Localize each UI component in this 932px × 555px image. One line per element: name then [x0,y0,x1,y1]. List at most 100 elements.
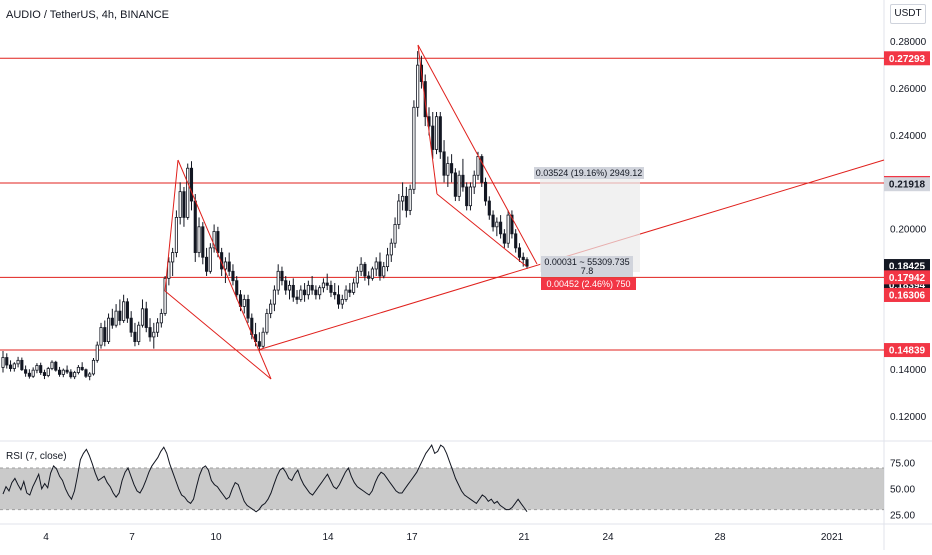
candle-body [61,369,65,375]
measure-label-loss: 0.00452 (2.46%) 750 [541,278,636,290]
candle [295,290,299,305]
candle [517,243,522,262]
price-tag-label: 0.18394 [889,280,926,291]
candle-body [291,284,295,298]
candle-body [144,308,148,328]
candle [303,283,307,302]
candle-body [91,359,96,375]
candle [284,276,288,295]
candle-body [16,359,20,365]
candle [197,217,201,258]
candle [434,112,439,155]
candle-body [461,174,465,188]
price-tag-label: 0.18425 [889,262,926,273]
candle [103,320,107,347]
candle [61,368,65,378]
candle [35,363,39,374]
candle-body [453,172,457,197]
y-tick-label: 0.20000 [890,225,927,236]
candle-body [84,369,88,377]
candle [480,154,484,187]
candle [491,210,495,232]
candle-body [265,313,269,333]
candle [472,170,476,194]
candle-body [483,181,488,202]
candle [321,278,325,293]
currency-button[interactable]: USDT [890,4,926,24]
candle-body [223,261,227,270]
candle [299,285,303,302]
candle-body [174,217,178,253]
candle [73,370,77,380]
candle [5,353,9,369]
candle [231,264,235,286]
price-tag: 0.16306 [884,287,930,302]
candle-body [382,266,386,277]
candle [306,280,310,300]
candle [269,299,273,319]
candle-body [321,282,325,289]
candle [468,182,473,211]
candle-body [401,195,405,202]
candle [12,362,16,372]
candle-body [336,294,341,305]
candle-body [208,247,212,272]
candle [208,243,212,274]
candle [291,278,295,302]
candle-body [510,214,514,235]
candle [91,358,96,376]
price-tag-label: 0.17942 [889,273,926,284]
x-tick-label: 28 [714,532,726,543]
candle-body [227,261,231,272]
candle [171,247,175,276]
candle [382,261,386,279]
wedge-line [417,44,538,265]
candle [502,229,506,248]
candle [24,365,28,377]
x-tick-label: 21 [518,532,530,543]
candle [272,285,276,312]
candle [325,273,329,291]
candle-body [306,284,310,296]
price-tag-bg [884,343,930,358]
measure-label-count-bg [541,266,633,277]
candle [76,365,80,375]
candle-body [310,284,314,291]
candle-body [374,261,378,270]
x-tick-label: 2021 [821,532,844,543]
candle-body [106,317,111,342]
candle [156,318,160,337]
candle [95,341,99,363]
candle-body [506,214,510,244]
candle [363,261,367,281]
candle [106,313,111,344]
candle [344,285,348,302]
rsi-line [2,444,528,513]
wedge-line [177,159,272,380]
candle [8,360,13,372]
candle-body [442,151,446,176]
candle-body [76,366,80,373]
price-tag-label: 0.14839 [889,346,926,357]
candle [129,311,133,337]
candle-body [110,317,114,326]
candle [401,182,405,211]
candle-body [352,282,356,293]
x-tick-label: 17 [406,532,418,543]
candle [389,238,393,262]
candle [261,327,265,349]
candle-body [261,331,265,347]
candle-body [303,289,307,296]
wedge-line [164,290,272,380]
candle-body [246,299,250,319]
price-tag: 0.21918 [884,177,930,192]
candle [257,332,261,351]
candle [133,322,137,347]
candle [20,357,24,371]
rsi-tick-label: 50.00 [890,484,915,495]
candle [16,356,20,368]
candle [276,264,280,295]
candle [359,257,363,276]
